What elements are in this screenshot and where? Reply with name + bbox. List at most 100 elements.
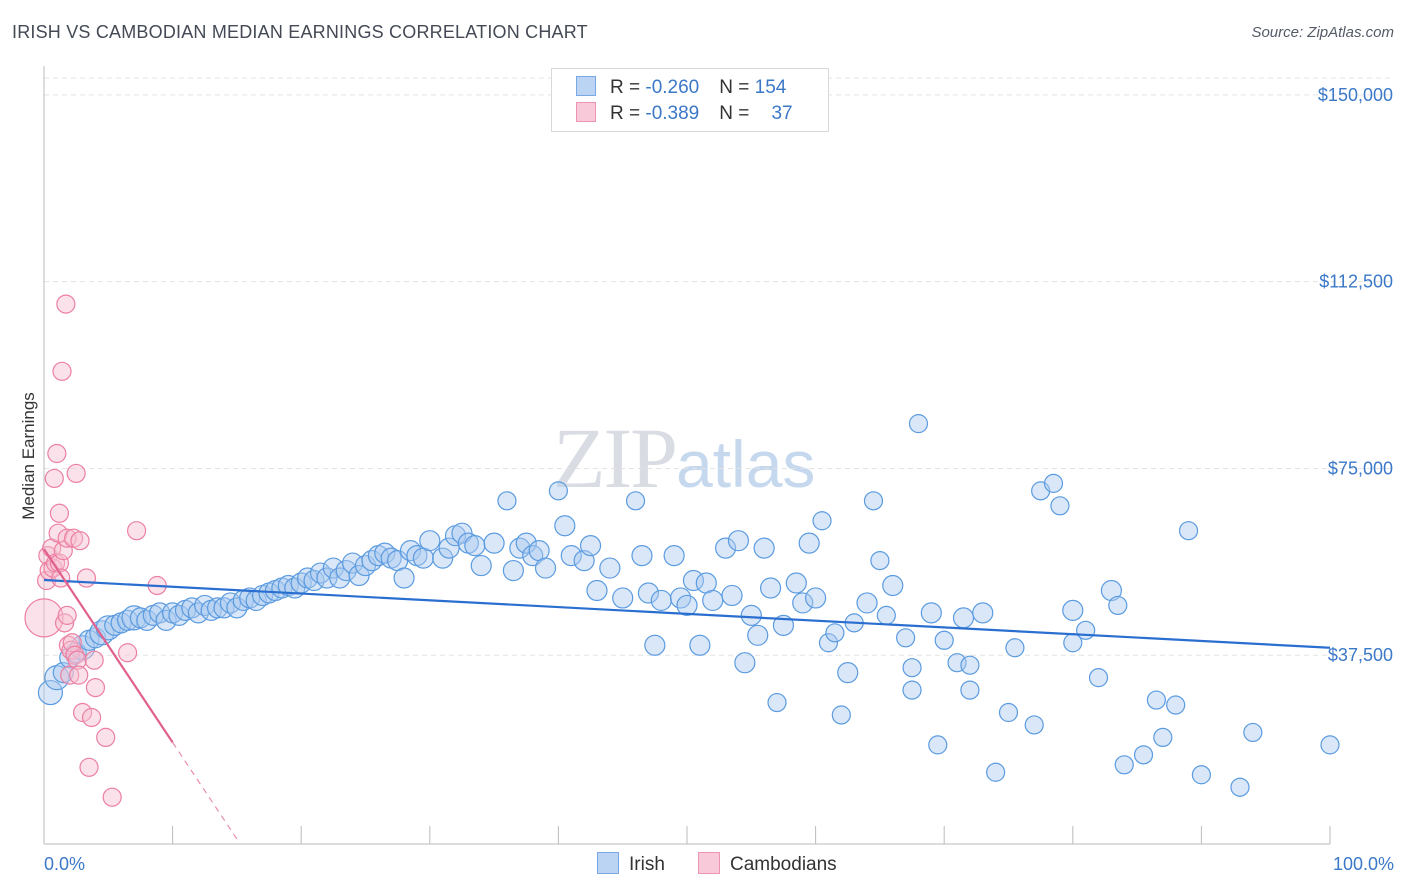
irish-point <box>1133 745 1154 765</box>
irish-point <box>1024 715 1044 735</box>
source-label: Source: ZipAtlas.com <box>1251 24 1394 41</box>
irish-point <box>902 680 922 700</box>
irish-legend-label: Irish <box>629 854 665 875</box>
irish-point <box>534 557 557 579</box>
cambodian-point <box>24 598 64 638</box>
irish-r-label: R = <box>610 77 646 98</box>
irish-point <box>798 532 820 554</box>
irish-swatch <box>576 76 596 96</box>
irish-point <box>689 634 711 656</box>
cambodian-point <box>72 702 93 723</box>
y-tick-label: $112,500 <box>1319 272 1393 292</box>
irish-point <box>702 589 724 612</box>
chart-title: IRISH VS CAMBODIAN MEDIAN EARNINGS CORRE… <box>12 22 588 42</box>
cambodian-swatch <box>576 102 596 122</box>
irish-point <box>1178 521 1199 541</box>
cambodian-point <box>43 558 63 578</box>
cambodian-point <box>81 707 102 728</box>
irish-point <box>548 481 569 501</box>
irish-point <box>464 535 486 557</box>
y-axis-title: Median Earnings <box>19 392 38 520</box>
cambodian-point <box>69 665 89 685</box>
irish-point <box>902 658 922 678</box>
irish-point <box>882 574 904 597</box>
irish-point <box>37 679 64 706</box>
cambodian-point <box>67 650 88 670</box>
irish-point <box>818 633 839 653</box>
irish-point <box>207 597 229 619</box>
irish-point <box>625 491 646 511</box>
x-tick-label-min: 0.0% <box>44 854 85 874</box>
x-tick-label-max: 100.0% <box>1333 854 1394 874</box>
irish-point <box>1088 668 1109 688</box>
irish-point <box>419 530 441 552</box>
irish-point <box>804 587 827 609</box>
cambodian-point <box>65 645 85 665</box>
irish-point <box>896 628 916 648</box>
y-tick-label: $75,000 <box>1328 458 1393 478</box>
irish-point <box>1191 765 1212 785</box>
irish-point <box>934 630 954 650</box>
irish-point <box>825 623 845 643</box>
cambodian-r-label: R = <box>610 103 646 124</box>
legend-row-cambodian: R = -0.389 N = 37 <box>576 102 793 128</box>
legend-item-cambodians[interactable]: Cambodians <box>698 852 837 876</box>
cambodian-trend-extension <box>172 742 238 840</box>
irish-point <box>870 550 890 571</box>
cambodian-point <box>96 727 116 748</box>
irish-point <box>121 605 147 631</box>
irish-point <box>759 577 782 599</box>
irish-point <box>1230 777 1250 797</box>
cambodian-point <box>66 463 86 484</box>
cambodian-point <box>54 613 75 633</box>
cambodian-point <box>52 361 72 381</box>
irish-point <box>727 530 750 552</box>
irish-point <box>579 535 602 557</box>
irish-point <box>1005 638 1025 658</box>
irish-point <box>876 605 896 625</box>
irish-legend-swatch <box>597 852 619 874</box>
trend-lines <box>43 548 1331 840</box>
legend-item-irish[interactable]: Irish <box>597 852 665 876</box>
irish-point <box>650 589 672 612</box>
irish-point <box>837 662 859 684</box>
irish-point <box>682 569 705 592</box>
irish-point <box>908 414 929 434</box>
irish-point <box>831 705 851 725</box>
irish-point <box>986 762 1006 782</box>
cambodian-point <box>57 605 77 625</box>
cambodian-point <box>44 468 64 489</box>
irish-point <box>1243 722 1263 743</box>
irish-point <box>1166 695 1186 715</box>
irish-point <box>1153 727 1173 748</box>
irish-point <box>928 735 948 755</box>
irish-point <box>1062 599 1084 622</box>
cambodian-point <box>62 633 82 653</box>
cambodian-points <box>24 294 167 807</box>
cambodian-point <box>76 568 97 588</box>
cambodian-n-value: 37 <box>771 103 793 124</box>
cambodian-point <box>79 757 99 777</box>
cambodian-legend-swatch <box>698 852 720 874</box>
cambodian-point <box>85 677 106 698</box>
cambodian-n-label: N = <box>719 103 755 124</box>
irish-point <box>497 491 517 511</box>
irish-point <box>470 554 492 577</box>
watermark-zip: ZIP <box>553 410 678 506</box>
irish-point <box>920 602 942 624</box>
cambodian-point <box>117 643 138 663</box>
irish-point <box>676 594 698 617</box>
cambodian-point <box>49 503 70 523</box>
irish-r-value: -0.260 <box>645 77 700 98</box>
irish-point <box>960 655 980 675</box>
irish-point <box>863 491 884 511</box>
cambodian-point <box>48 523 68 543</box>
cambodian-r-value: -0.389 <box>645 103 700 124</box>
y-tick-label: $150,000 <box>1318 85 1393 105</box>
irish-point <box>734 652 756 674</box>
cambodian-point <box>84 650 104 670</box>
irish-point <box>952 607 975 629</box>
y-tick-label: $37,500 <box>1328 645 1393 665</box>
irish-point <box>740 604 762 626</box>
cambodian-trend-line <box>43 548 174 743</box>
